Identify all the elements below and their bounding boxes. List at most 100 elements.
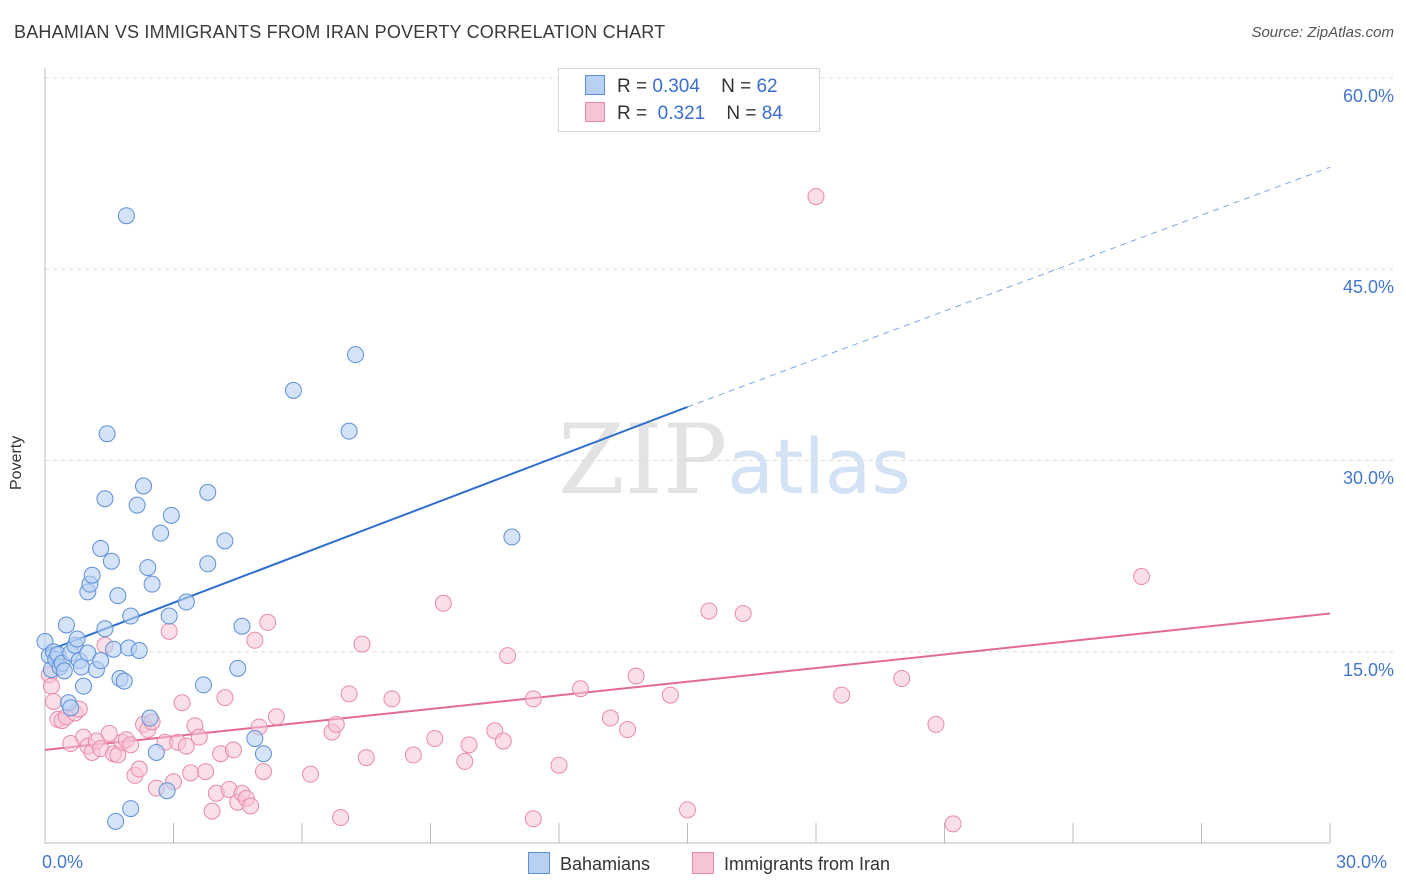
bahamian-point [115,672,133,690]
iran-point [246,631,264,649]
bahamian-point [503,528,521,546]
bahamian-point [254,745,272,763]
iran-point [494,732,512,750]
iran-point [679,801,696,819]
bahamian-point [102,552,120,570]
legend-r-label: R = [617,103,648,124]
legend-row-iran: R = 0.321 N = 84 [585,102,783,126]
bahamian-point [57,616,75,634]
bahamian-point [122,800,140,818]
iran-point [734,605,752,622]
bahamian-trend-line [44,406,688,653]
iran-point [182,764,200,782]
bahamian-point [199,483,217,501]
iran-point [160,622,178,640]
iran-point [833,686,851,704]
bahamian-point [147,743,165,761]
bahamian-point [141,709,159,727]
iran-point [807,188,825,206]
iran-point [177,737,195,755]
y-tick-label-15: 15.0% [1342,660,1394,680]
bahamian-point [162,506,180,524]
iran-point [122,736,140,754]
bahamian-point [135,477,153,495]
bahamian-point [98,425,116,443]
axes [44,68,1331,844]
bottom-swatch-blue [528,852,550,874]
iran-point [45,692,63,710]
iran-point [203,802,221,820]
bahamian-point [229,659,247,677]
iran-point [601,709,619,727]
iran-point [357,749,375,767]
iran-point [524,690,542,708]
bahamian-point [79,644,97,662]
iran-point [426,729,444,747]
bahamian-point [152,524,170,542]
bahamian-point [143,575,161,593]
iran-point [254,763,272,781]
legend-n-label: N = [721,76,752,97]
y-tick-label-30: 30.0% [1342,468,1394,488]
iran-point [100,724,118,742]
iran-point [190,728,208,746]
legend-r-value: 0.304 [652,76,700,97]
iran-point [499,647,517,665]
bahamian-point [130,641,148,659]
x-tick-label-min: 0.0% [42,852,84,872]
bottom-legend-iran: Immigrants from Iran [692,852,890,875]
bahamian-point [68,630,86,648]
iran-point [627,667,645,685]
iran-point [173,694,191,712]
legend-swatch-blue [585,75,605,95]
bahamian-point [105,640,123,658]
iran-point [340,685,358,703]
iran-point [302,765,320,783]
bahamian-point [160,607,178,625]
bahamian-point [96,490,114,508]
bahamian-point [92,652,110,670]
bahamian-point [347,346,365,364]
bottom-swatch-pink [692,852,714,874]
iran-point [242,797,260,815]
bahamian-point [83,566,101,584]
bahamian-point [128,496,146,514]
iran-point [130,760,148,778]
bahamian-point [233,617,251,635]
watermark: ZIPatlas [558,404,911,516]
bahamian-point [194,676,212,694]
bahamian-point [199,555,217,573]
bahamian-point [109,587,127,605]
chart-source: Source: ZipAtlas.com [1251,24,1394,41]
legend-r-label: R = [617,76,648,97]
bahamian-point [139,559,157,577]
watermark-zip: ZIP [558,404,728,516]
iran-point [383,690,401,708]
iran-point [42,677,60,695]
iran-point [524,810,542,828]
iran-point [550,756,568,774]
iran-trend-line [44,612,1331,751]
bahamian-point [246,729,264,747]
bahamian-point [96,620,114,638]
bahamian-point [122,607,140,625]
y-tick-label-60: 60.0% [1342,86,1394,106]
bahamian-point [340,422,358,440]
bottom-legend-label: Immigrants from Iran [724,854,891,874]
bahamian-point [177,593,195,611]
bahamian-trend-extension [687,166,1331,408]
iran-point [619,721,637,739]
iran-point [216,689,234,707]
iran-point [332,809,350,826]
iran-point [327,715,345,733]
iran-points [40,188,1151,833]
iran-point [353,635,371,653]
iran-point [460,736,478,754]
watermark-atlas: atlas [727,422,911,511]
legend-swatch-pink [585,102,605,122]
legend-row-bahamians: R = 0.304 N = 62 [585,75,778,99]
iran-point [944,815,962,833]
iran-point [927,715,945,733]
bahamian-point [117,207,135,225]
